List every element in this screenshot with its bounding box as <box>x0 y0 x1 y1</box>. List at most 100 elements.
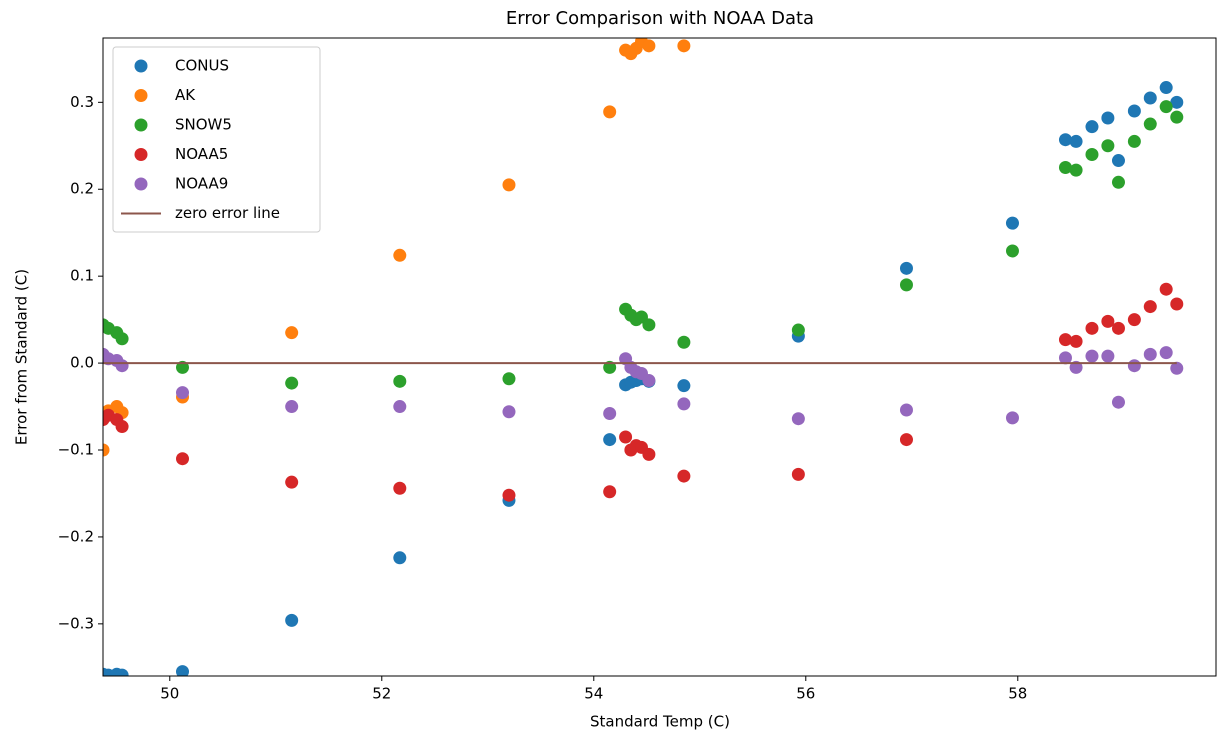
x-tick-label: 56 <box>796 685 815 703</box>
point <box>1143 91 1157 105</box>
point <box>393 248 407 262</box>
y-tick-label: 0.1 <box>70 267 94 285</box>
point <box>1069 334 1083 348</box>
point <box>1111 154 1125 168</box>
legend-marker <box>134 89 148 102</box>
point <box>603 105 617 119</box>
point <box>1101 314 1115 328</box>
legend-label: NOAA5 <box>175 145 228 163</box>
point <box>115 668 129 676</box>
point <box>1058 161 1072 175</box>
point <box>1143 347 1157 361</box>
point <box>1170 110 1184 124</box>
point <box>603 433 617 447</box>
point <box>1005 216 1019 230</box>
point <box>1085 321 1099 335</box>
point <box>103 443 110 457</box>
point <box>899 261 913 275</box>
point <box>1170 95 1184 109</box>
x-tick-label: 50 <box>160 685 179 703</box>
point <box>176 452 189 466</box>
point <box>603 485 617 499</box>
point <box>1159 81 1173 95</box>
y-tick-label: −0.1 <box>58 441 94 459</box>
point <box>1069 163 1083 177</box>
point <box>176 665 189 676</box>
point <box>1111 321 1125 335</box>
point <box>619 430 633 444</box>
x-tick-label: 58 <box>1008 685 1027 703</box>
point <box>642 373 656 387</box>
legend-label: CONUS <box>175 57 229 75</box>
point <box>603 406 617 420</box>
point <box>1143 300 1157 314</box>
point <box>1127 134 1141 148</box>
point <box>1101 349 1115 363</box>
point <box>1005 411 1019 425</box>
point <box>603 360 617 374</box>
point <box>791 412 805 426</box>
point <box>1101 111 1115 125</box>
point <box>1127 313 1141 327</box>
point <box>393 551 407 565</box>
x-tick-label: 54 <box>584 685 603 703</box>
point <box>791 323 805 337</box>
point <box>176 360 189 374</box>
legend-marker <box>134 177 148 191</box>
point <box>1159 282 1173 296</box>
legend-label: AK <box>175 86 196 104</box>
legend-box <box>112 46 321 233</box>
point <box>1058 133 1072 147</box>
point <box>393 481 407 495</box>
point <box>1069 134 1083 148</box>
x-axis-label: Standard Temp (C) <box>590 713 730 731</box>
legend-marker <box>134 148 148 161</box>
point <box>1085 349 1099 363</box>
point <box>1170 297 1184 311</box>
point <box>899 403 913 417</box>
point <box>115 359 129 373</box>
point <box>115 420 129 434</box>
point <box>502 405 516 419</box>
point <box>285 326 299 340</box>
point <box>285 613 299 627</box>
legend-label: NOAA9 <box>175 175 228 193</box>
legend-label: SNOW5 <box>175 116 232 134</box>
y-axis-label: Error from Standard (C) <box>13 269 31 445</box>
point <box>677 397 691 411</box>
point <box>1058 351 1072 365</box>
point <box>1069 360 1083 374</box>
point <box>642 447 656 461</box>
point <box>899 278 913 292</box>
axes-frame <box>102 37 1217 677</box>
point <box>1159 100 1173 114</box>
point <box>1127 104 1141 118</box>
point <box>285 400 299 414</box>
point <box>1170 361 1184 375</box>
point <box>1111 175 1125 189</box>
y-tick-label: −0.2 <box>58 527 94 545</box>
point <box>1101 139 1115 153</box>
point <box>115 332 129 346</box>
point <box>285 475 299 489</box>
point <box>642 318 656 332</box>
point <box>642 39 656 53</box>
point <box>502 488 516 502</box>
x-tick-label: 52 <box>372 685 391 703</box>
point <box>677 469 691 483</box>
point <box>677 39 691 53</box>
point <box>677 379 691 393</box>
y-tick-label: 0.3 <box>70 93 94 111</box>
point <box>1127 359 1141 373</box>
point <box>502 372 516 386</box>
point <box>1143 117 1157 131</box>
point <box>1159 346 1173 360</box>
point <box>1085 147 1099 161</box>
point <box>899 433 913 447</box>
point <box>677 335 691 349</box>
point <box>393 400 407 414</box>
point <box>285 376 299 390</box>
point <box>176 386 189 400</box>
